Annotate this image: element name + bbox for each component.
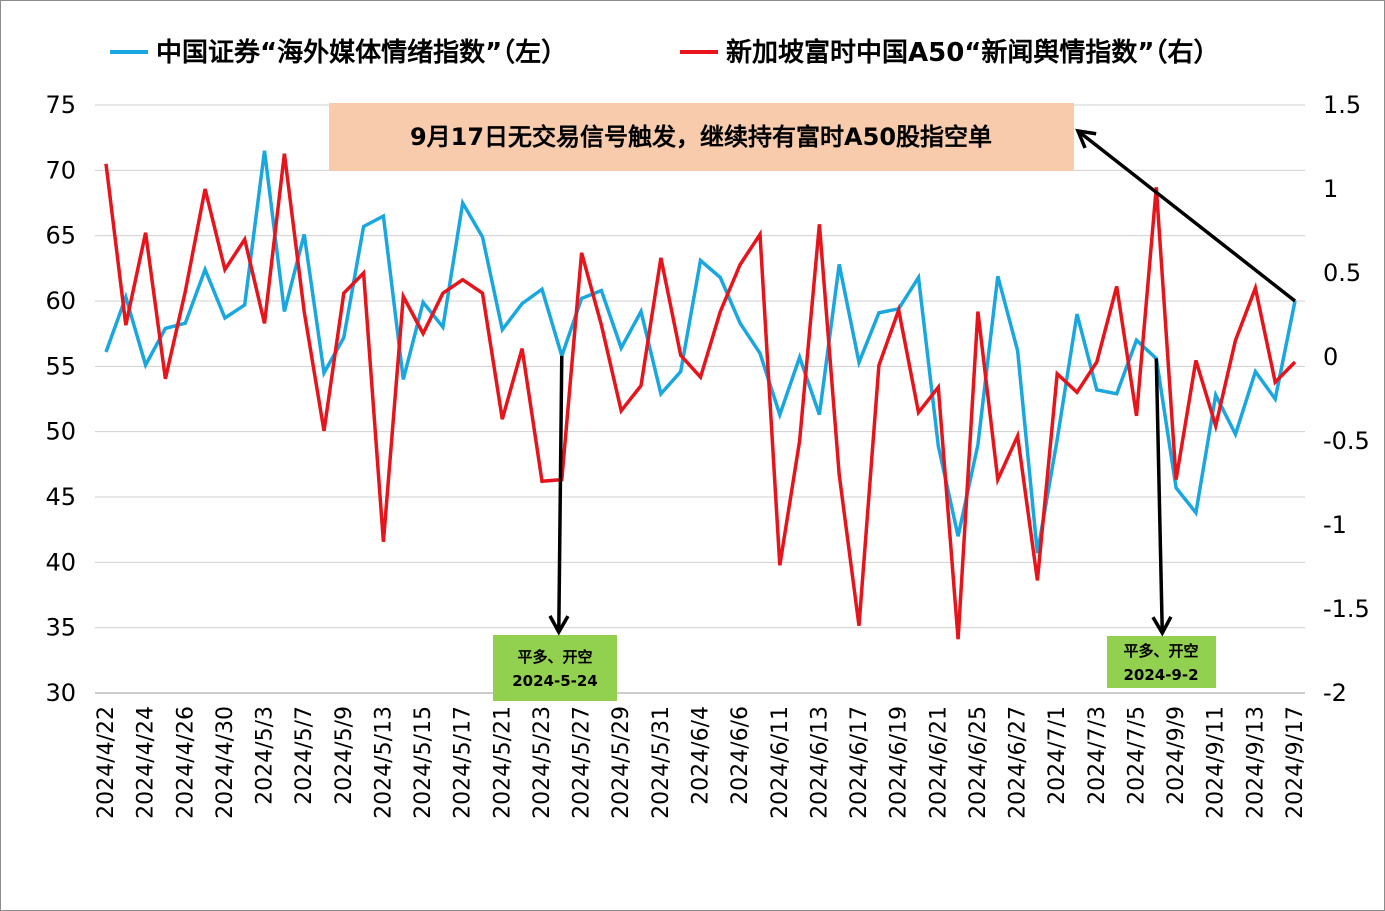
x-tick-label: 2024/5/7 bbox=[292, 706, 317, 805]
x-tick-label: 2024/7/3 bbox=[1085, 706, 1110, 805]
x-tick-label: 2024/6/25 bbox=[966, 706, 991, 819]
left-tick-label: 30 bbox=[45, 679, 76, 707]
left-tick-label: 60 bbox=[45, 287, 76, 315]
x-tick-label: 2024/5/3 bbox=[253, 706, 278, 805]
x-tick-label: 2024/5/23 bbox=[530, 706, 555, 819]
x-tick-label: 2024/6/21 bbox=[926, 706, 951, 819]
series-line-media-sentiment bbox=[104, 150, 1297, 554]
x-tick-label: 2024/7/1 bbox=[1045, 706, 1070, 805]
right-tick-label: 0 bbox=[1323, 343, 1338, 371]
x-tick-label: 2024/9/9 bbox=[1164, 706, 1189, 805]
series-lines bbox=[104, 150, 1297, 640]
annotation-may-box bbox=[493, 635, 617, 701]
arrow-sep-head bbox=[1151, 615, 1173, 637]
x-tick-label: 2024/9/11 bbox=[1204, 706, 1229, 819]
arrow-may bbox=[557, 355, 564, 633]
x-tick-label: 2024/5/21 bbox=[490, 706, 515, 819]
legend: 中国证券“海外媒体情绪指数”（左） 新加坡富时中国A50“新闻舆情指数”（右） bbox=[110, 37, 1219, 68]
annotation-sep-line2: 2024-9-2 bbox=[1123, 666, 1198, 684]
left-axis-ticks: 30 35 40 45 50 55 60 65 70 75 bbox=[45, 91, 76, 707]
annotation-sep-box bbox=[1107, 636, 1216, 688]
x-tick-label: 2024/6/4 bbox=[689, 706, 714, 805]
annotation-sep-line1: 平多、开空 bbox=[1123, 642, 1198, 660]
right-tick-label: 1 bbox=[1323, 175, 1338, 203]
arrow-main-head bbox=[1075, 128, 1097, 149]
left-tick-label: 40 bbox=[45, 548, 76, 576]
x-tick-label: 2024/5/13 bbox=[371, 706, 396, 819]
annotation-may-line1: 平多、开空 bbox=[517, 648, 592, 666]
x-tick-label: 2024/6/13 bbox=[807, 706, 832, 819]
left-tick-label: 50 bbox=[45, 418, 76, 446]
right-tick-label: -1.5 bbox=[1323, 595, 1370, 623]
right-axis-ticks: -2 -1.5 -1 -0.5 0 0.5 1 1.5 bbox=[1323, 91, 1370, 707]
x-tick-label: 2024/9/17 bbox=[1283, 706, 1308, 819]
arrow-may-head bbox=[548, 615, 570, 636]
annotation-main-text: 9月17日无交易信号触发，继续持有富时A50股指空单 bbox=[410, 123, 992, 151]
right-tick-label: -2 bbox=[1323, 679, 1347, 707]
x-axis-ticks: 2024/4/22 2024/4/24 2024/4/26 2024/4/30 2024… bbox=[94, 706, 1308, 819]
left-tick-label: 65 bbox=[45, 222, 76, 250]
right-tick-label: -1 bbox=[1323, 511, 1347, 539]
annotation-may-line2: 2024-5-24 bbox=[512, 672, 598, 690]
right-tick-label: 0.5 bbox=[1323, 259, 1361, 287]
series-line-a50-news-sentiment bbox=[104, 153, 1297, 640]
x-tick-label: 2024/6/11 bbox=[768, 706, 793, 819]
right-tick-label: -0.5 bbox=[1323, 427, 1370, 455]
annotation-main-box bbox=[329, 103, 1074, 171]
x-tick-label: 2024/7/5 bbox=[1124, 706, 1149, 805]
x-tick-label: 2024/9/13 bbox=[1243, 706, 1268, 819]
x-tick-label: 2024/5/31 bbox=[649, 706, 674, 819]
x-tick-label: 2024/4/26 bbox=[173, 706, 198, 819]
x-tick-label: 2024/4/30 bbox=[213, 706, 238, 819]
x-tick-label: 2024/4/24 bbox=[134, 706, 159, 819]
gridlines bbox=[95, 104, 1305, 694]
left-tick-label: 35 bbox=[45, 614, 76, 642]
annotation-arrows bbox=[548, 128, 1297, 637]
annotation-may: 平多、开空 2024-5-24 bbox=[493, 635, 617, 701]
annotation-main: 9月17日无交易信号触发，继续持有富时A50股指空单 bbox=[329, 103, 1074, 171]
x-tick-label: 2024/5/27 bbox=[570, 706, 595, 819]
x-tick-label: 2024/5/17 bbox=[451, 706, 476, 819]
left-tick-label: 70 bbox=[45, 156, 76, 184]
left-tick-label: 75 bbox=[45, 91, 76, 119]
x-tick-label: 2024/4/22 bbox=[94, 706, 119, 819]
x-tick-label: 2024/5/29 bbox=[609, 706, 634, 819]
x-tick-label: 2024/6/6 bbox=[728, 706, 753, 805]
arrow-sep bbox=[1154, 358, 1165, 634]
x-tick-label: 2024/5/15 bbox=[411, 706, 436, 819]
legend-label-left-series: 中国证券“海外媒体情绪指数”（左） bbox=[156, 37, 567, 68]
legend-label-right-series: 新加坡富时中国A50“新闻舆情指数”（右） bbox=[726, 37, 1219, 68]
x-tick-label: 2024/6/27 bbox=[1006, 706, 1031, 819]
right-tick-label: 1.5 bbox=[1323, 91, 1361, 119]
x-tick-label: 2024/5/9 bbox=[332, 706, 357, 805]
x-tick-label: 2024/6/19 bbox=[887, 706, 912, 819]
arrow-main bbox=[1076, 129, 1297, 303]
left-tick-label: 45 bbox=[45, 483, 76, 511]
annotation-sep: 平多、开空 2024-9-2 bbox=[1107, 636, 1216, 688]
x-tick-label: 2024/6/17 bbox=[847, 706, 872, 819]
left-tick-label: 55 bbox=[45, 352, 76, 380]
